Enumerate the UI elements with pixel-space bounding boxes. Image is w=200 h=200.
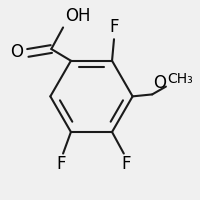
Text: OH: OH: [65, 7, 91, 25]
Text: CH₃: CH₃: [167, 72, 193, 86]
Text: F: F: [56, 155, 66, 173]
Text: F: F: [121, 155, 130, 173]
Text: O: O: [10, 43, 23, 61]
Text: O: O: [153, 74, 166, 92]
Text: F: F: [109, 18, 119, 36]
